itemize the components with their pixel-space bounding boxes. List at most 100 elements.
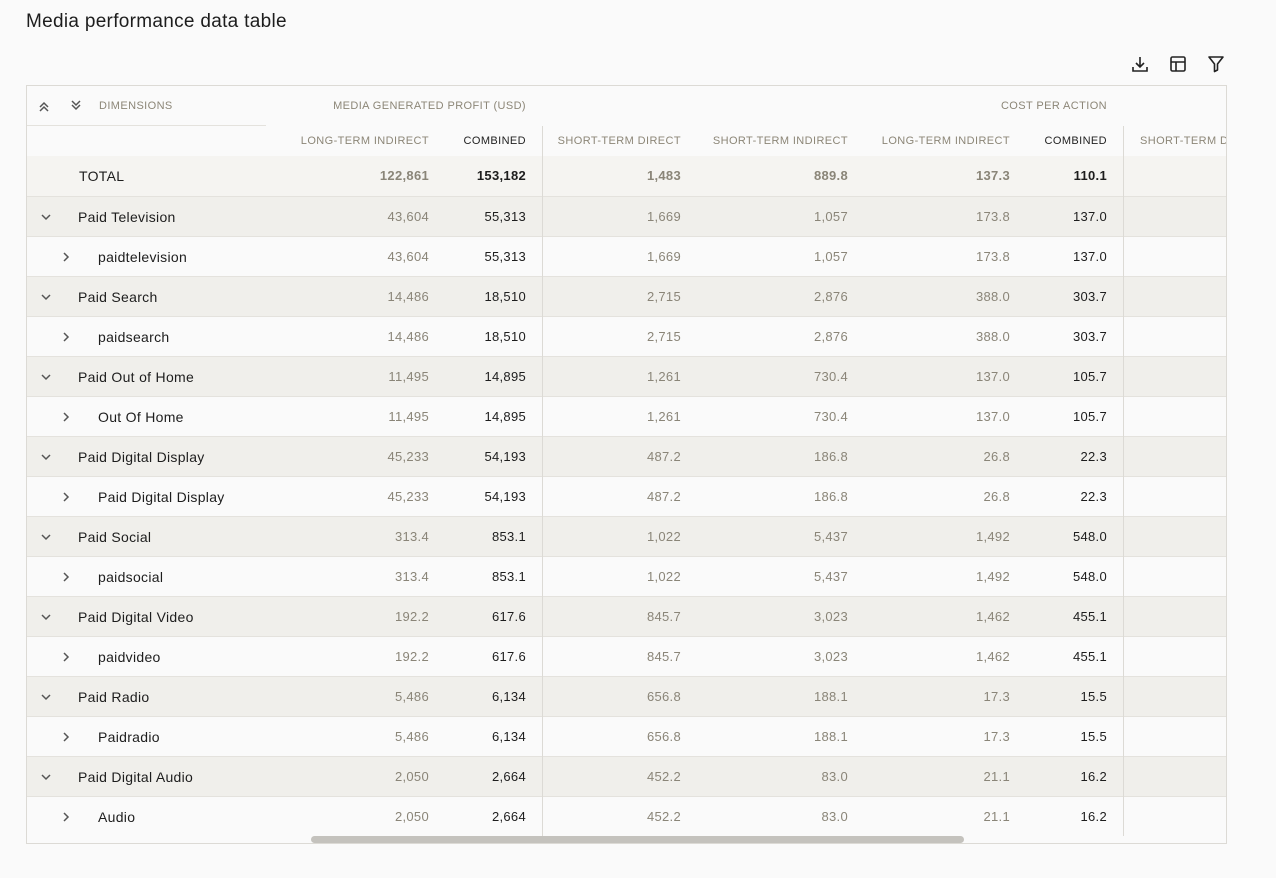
value-cell: 54,193 bbox=[484, 489, 526, 504]
value-cell: 22.3 bbox=[1080, 489, 1107, 504]
row-label: Paid Digital Audio bbox=[78, 769, 194, 785]
collapse-row-button[interactable] bbox=[38, 209, 54, 225]
value-cell: 1,483 bbox=[646, 168, 681, 183]
value-cell: 548.0 bbox=[1072, 569, 1107, 584]
row-label: Paid Digital Display bbox=[98, 489, 225, 505]
expand-row-button[interactable] bbox=[58, 569, 74, 585]
collapse-row-button[interactable] bbox=[38, 769, 54, 785]
value-cell: 173.8 bbox=[975, 209, 1010, 224]
value-cell: 1,022 bbox=[646, 529, 681, 544]
group-row: Paid Out of Home 11,495 14,895 1,261 730.4 13… bbox=[27, 356, 1226, 397]
value-cell: 548.0 bbox=[1072, 529, 1107, 544]
expand-all-button[interactable] bbox=[68, 98, 84, 114]
group-row: Paid Digital Audio 2,050 2,664 452.2 83.0 21.… bbox=[27, 756, 1226, 797]
value-cell: 153,182 bbox=[476, 168, 526, 183]
value-cell: 45,233 bbox=[387, 489, 429, 504]
row-label: Paid Social bbox=[78, 529, 152, 545]
row-label: Paid Search bbox=[78, 289, 158, 305]
value-cell: 1,261 bbox=[646, 369, 681, 384]
horizontal-scrollbar[interactable] bbox=[311, 836, 964, 843]
value-cell: 2,715 bbox=[646, 329, 681, 344]
row-label: Paid Television bbox=[78, 209, 176, 225]
row-label: Audio bbox=[98, 809, 136, 825]
value-cell: 17.3 bbox=[983, 729, 1010, 744]
collapse-row-button[interactable] bbox=[38, 449, 54, 465]
value-cell: 14,895 bbox=[484, 409, 526, 424]
column-header: COMBINED bbox=[463, 135, 526, 147]
value-cell: 137.0 bbox=[975, 369, 1010, 384]
value-cell: 730.4 bbox=[813, 369, 848, 384]
value-cell: 15.5 bbox=[1080, 729, 1107, 744]
collapse-row-button[interactable] bbox=[38, 689, 54, 705]
child-row: Paid Digital Display 45,233 54,193 487.2 186… bbox=[27, 476, 1226, 517]
value-cell: 1,057 bbox=[813, 209, 848, 224]
divider bbox=[27, 125, 266, 126]
group-row: Paid Digital Display 45,233 54,193 487.2 186… bbox=[27, 436, 1226, 477]
row-label: Paid Radio bbox=[78, 689, 150, 705]
value-cell: 853.1 bbox=[491, 529, 526, 544]
collapse-all-button[interactable] bbox=[36, 98, 52, 114]
collapse-row-button[interactable] bbox=[38, 609, 54, 625]
total-row: TOTAL 122,861 153,182 1,483 889.8 137.3 110.1 bbox=[27, 156, 1226, 196]
value-cell: 14,895 bbox=[484, 369, 526, 384]
group-header: COST PER ACTION bbox=[1000, 100, 1107, 112]
row-label: Paidradio bbox=[98, 729, 160, 745]
expand-row-button[interactable] bbox=[58, 649, 74, 665]
expand-row-button[interactable] bbox=[58, 729, 74, 745]
row-label: paidsearch bbox=[98, 329, 170, 345]
collapse-row-button[interactable] bbox=[38, 289, 54, 305]
value-cell: 11,495 bbox=[388, 409, 429, 424]
page-title: Media performance data table bbox=[26, 11, 287, 32]
value-cell: 137.0 bbox=[975, 409, 1010, 424]
filter-button[interactable] bbox=[1205, 53, 1227, 75]
value-cell: 6,134 bbox=[491, 729, 526, 744]
value-cell: 1,261 bbox=[646, 409, 681, 424]
row-label: Paid Digital Video bbox=[78, 609, 194, 625]
value-cell: 105.7 bbox=[1072, 369, 1107, 384]
row-label: TOTAL bbox=[79, 168, 125, 184]
value-cell: 43,604 bbox=[387, 209, 429, 224]
value-cell: 1,492 bbox=[975, 529, 1010, 544]
group-header: MEDIA GENERATED PROFIT (USD) bbox=[333, 100, 526, 112]
expand-row-button[interactable] bbox=[58, 489, 74, 505]
group-row: Paid Search 14,486 18,510 2,715 2,876 388.0 30… bbox=[27, 276, 1226, 317]
value-cell: 388.0 bbox=[975, 329, 1010, 344]
value-cell: 455.1 bbox=[1072, 609, 1107, 624]
expand-row-button[interactable] bbox=[58, 249, 74, 265]
value-cell: 487.2 bbox=[646, 489, 681, 504]
column-divider bbox=[1123, 126, 1124, 836]
columns-button[interactable] bbox=[1167, 53, 1189, 75]
value-cell: 1,022 bbox=[646, 569, 681, 584]
collapse-row-button[interactable] bbox=[38, 369, 54, 385]
value-cell: 6,134 bbox=[491, 689, 526, 704]
value-cell: 303.7 bbox=[1072, 329, 1107, 344]
row-label: paidsocial bbox=[98, 569, 164, 585]
collapse-row-button[interactable] bbox=[38, 529, 54, 545]
value-cell: 83.0 bbox=[821, 809, 848, 824]
expand-row-button[interactable] bbox=[58, 809, 74, 825]
value-cell: 55,313 bbox=[484, 249, 526, 264]
value-cell: 656.8 bbox=[646, 729, 681, 744]
value-cell: 3,023 bbox=[813, 609, 848, 624]
value-cell: 3,023 bbox=[813, 649, 848, 664]
value-cell: 2,876 bbox=[813, 329, 848, 344]
value-cell: 188.1 bbox=[813, 729, 848, 744]
value-cell: 14,486 bbox=[387, 289, 429, 304]
value-cell: 83.0 bbox=[821, 769, 848, 784]
group-row: Paid Social 313.4 853.1 1,022 5,437 1,492 548.… bbox=[27, 516, 1226, 557]
group-header: DIMENSIONS bbox=[99, 100, 173, 112]
value-cell: 54,193 bbox=[484, 449, 526, 464]
value-cell: 21.1 bbox=[983, 769, 1010, 784]
value-cell: 1,462 bbox=[975, 609, 1010, 624]
expand-row-button[interactable] bbox=[58, 409, 74, 425]
value-cell: 188.1 bbox=[813, 689, 848, 704]
value-cell: 18,510 bbox=[484, 329, 526, 344]
value-cell: 303.7 bbox=[1072, 289, 1107, 304]
column-header: LONG-TERM INDIRECT bbox=[881, 135, 1010, 147]
value-cell: 656.8 bbox=[646, 689, 681, 704]
value-cell: 192.2 bbox=[394, 649, 429, 664]
child-row: Out Of Home 11,495 14,895 1,261 730.4 137.0 10… bbox=[27, 396, 1226, 437]
expand-row-button[interactable] bbox=[58, 329, 74, 345]
download-button[interactable] bbox=[1129, 53, 1151, 75]
value-cell: 1,669 bbox=[646, 249, 681, 264]
